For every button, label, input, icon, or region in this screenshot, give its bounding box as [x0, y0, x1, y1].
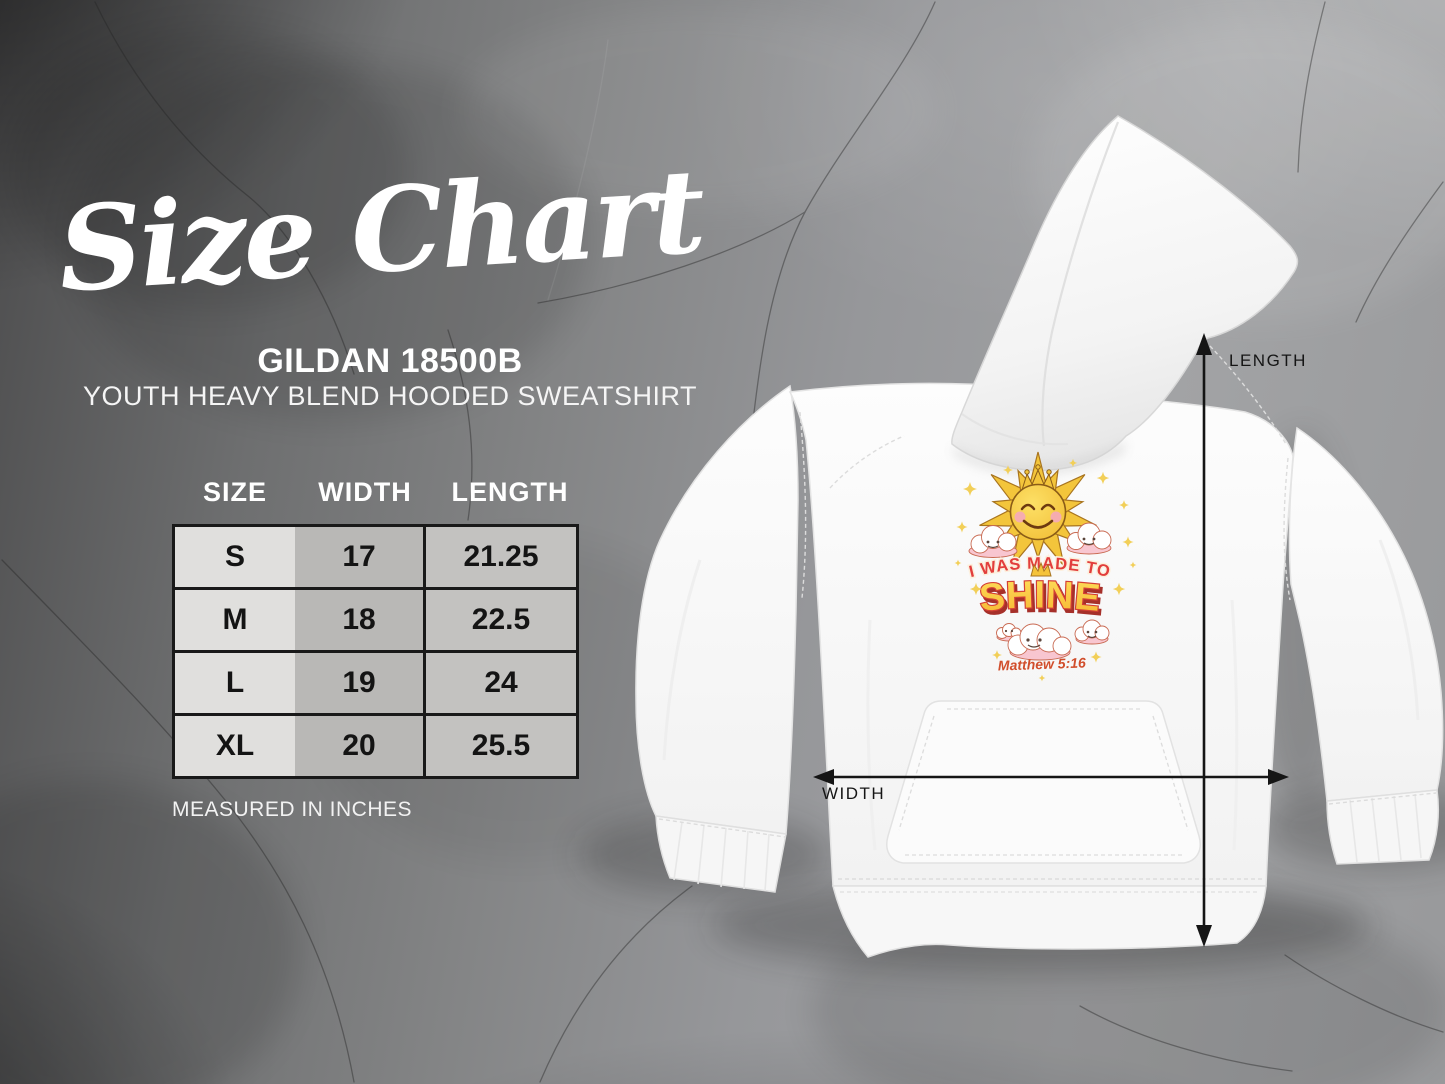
- size-table-header-row: SIZE WIDTH LENGTH: [172, 472, 588, 512]
- cell-width: 17: [295, 524, 426, 590]
- hoodie-right-sleeve: [1288, 426, 1444, 865]
- design-line2-text: SHINE: [978, 574, 1103, 619]
- measurement-arrows: [813, 333, 1289, 947]
- cell-length: 25.5: [423, 713, 579, 779]
- chest-print: I WAS MADE TO SHINE SHINE: [954, 451, 1137, 682]
- sun-icon: [1009, 483, 1067, 541]
- cloud-icon: [1007, 623, 1072, 661]
- crown-icon: [1030, 561, 1052, 577]
- cloud-icon: [1074, 619, 1110, 645]
- cell-size: S: [172, 524, 295, 590]
- product-name: YOUTH HEAVY BLEND HOODED SWEATSHIRT: [82, 381, 698, 411]
- table-row: XL 20 25.5: [172, 713, 579, 779]
- column-header-length: LENGTH: [451, 476, 569, 507]
- hoodie-left-sleeve: [635, 384, 799, 893]
- cell-width: 20: [295, 713, 426, 779]
- left-cuff: [655, 815, 787, 893]
- cloud-icon: [968, 525, 1018, 558]
- table-row: S 17 21.25: [172, 524, 579, 590]
- cell-width: 18: [295, 587, 426, 653]
- cell-size: M: [172, 587, 295, 653]
- product-model: GILDAN 18500B: [257, 342, 523, 380]
- hoodie-hem: [832, 878, 1267, 958]
- measured-in-inches-note: MEASURED IN INCHES: [172, 798, 413, 821]
- width-arrow-label: WIDTH: [822, 784, 886, 803]
- table-row: M 18 22.5: [172, 587, 579, 653]
- concrete-mottling: [0, 10, 1445, 1084]
- design-verse-text: Matthew 5:16: [998, 654, 1087, 673]
- column-header-width: WIDTH: [318, 476, 412, 507]
- hoodie: I WAS MADE TO SHINE SHINE: [635, 115, 1444, 958]
- cell-width: 19: [295, 650, 426, 716]
- cell-length: 24: [423, 650, 579, 716]
- cell-size: L: [172, 650, 295, 716]
- cell-length: 22.5: [423, 587, 579, 653]
- cell-size: XL: [172, 713, 295, 779]
- right-cuff: [1326, 789, 1440, 865]
- cell-length: 21.25: [423, 524, 579, 590]
- length-arrow-label: LENGTH: [1229, 351, 1307, 370]
- hoodie-hood: [829, 115, 1299, 489]
- hoodie-pocket: [886, 700, 1201, 864]
- column-header-size: SIZE: [202, 476, 267, 507]
- cloud-icon: [1066, 522, 1112, 555]
- table-row: L 19 24: [172, 650, 579, 716]
- size-table: S 17 21.25 M 18 22.5 L 19 24 XL 20 25.5: [172, 524, 579, 779]
- design-line2-shadow: SHINE: [980, 578, 1105, 623]
